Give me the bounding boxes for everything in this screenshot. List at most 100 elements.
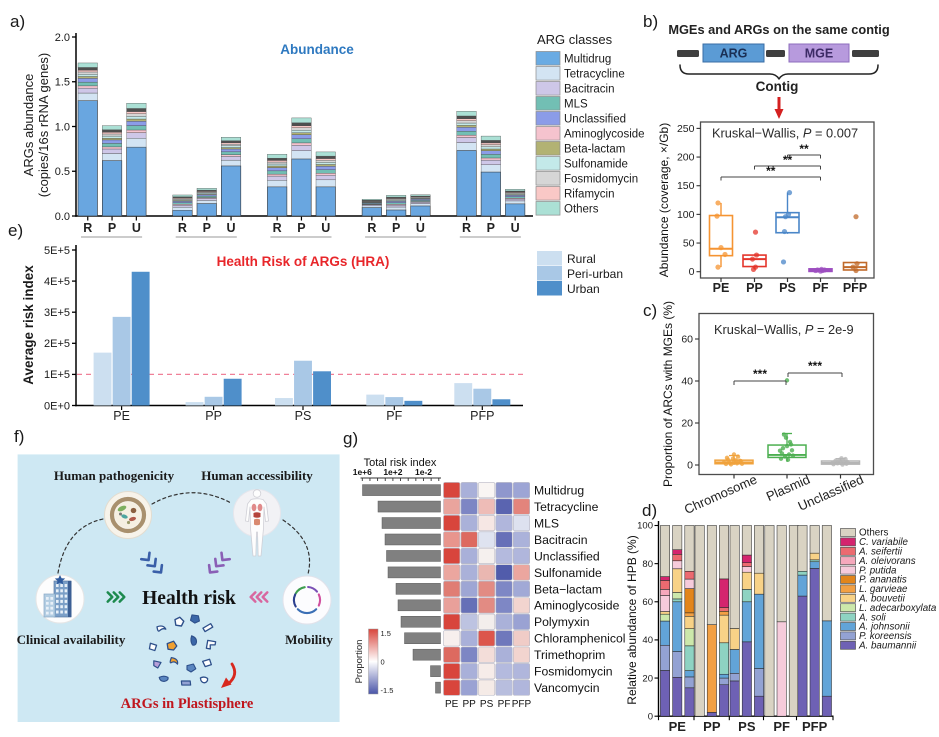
svg-text:ARG classes: ARG classes xyxy=(537,32,613,47)
svg-text:Aminoglycoside: Aminoglycoside xyxy=(534,599,620,613)
svg-text:Sulfonamide: Sulfonamide xyxy=(564,159,628,171)
svg-text:Unclassified: Unclassified xyxy=(564,114,626,126)
svg-text:Multidrug: Multidrug xyxy=(564,54,611,66)
svg-text:50: 50 xyxy=(683,238,695,250)
svg-text:1e-2: 1e-2 xyxy=(415,467,432,477)
svg-text:Relative abundance of HPB (%): Relative abundance of HPB (%) xyxy=(625,535,639,704)
svg-text:MGEs and ARGs on the same cont: MGEs and ARGs on the same contig xyxy=(668,22,889,37)
svg-text:Contig: Contig xyxy=(756,79,799,94)
svg-text:PFP: PFP xyxy=(802,719,828,734)
svg-text:PFP: PFP xyxy=(843,281,867,295)
svg-text:Multidrug: Multidrug xyxy=(534,484,584,498)
svg-text:P: P xyxy=(203,221,211,235)
svg-text:a): a) xyxy=(10,12,25,31)
svg-text:f): f) xyxy=(14,427,24,446)
svg-text:Mobility: Mobility xyxy=(285,632,333,647)
svg-text:P: P xyxy=(108,221,116,235)
svg-text:Chloramphenicol: Chloramphenicol xyxy=(534,632,625,646)
svg-text:U: U xyxy=(321,221,330,235)
svg-text:Trimethoprim: Trimethoprim xyxy=(534,648,605,662)
svg-text:Tetracycline: Tetracycline xyxy=(534,500,599,514)
svg-text:Proportion of ARCs with MGEs (: Proportion of ARCs with MGEs (%) xyxy=(661,301,675,487)
svg-text:Health risk: Health risk xyxy=(142,588,236,609)
svg-text:Polymyxin: Polymyxin xyxy=(534,615,590,629)
svg-text:**: ** xyxy=(783,153,793,167)
svg-text:ARGs abundance: ARGs abundance xyxy=(21,74,36,177)
svg-text:P: P xyxy=(297,221,305,235)
svg-text:1.0: 1.0 xyxy=(55,121,70,133)
svg-text:Abundance (coverage, ×/Gb): Abundance (coverage, ×/Gb) xyxy=(657,123,671,277)
svg-text:150: 150 xyxy=(677,180,695,192)
svg-text:200: 200 xyxy=(677,152,695,164)
svg-text:Peri-urban: Peri-urban xyxy=(567,267,623,281)
svg-text:PP: PP xyxy=(205,409,222,423)
svg-text:Average risk index: Average risk index xyxy=(21,265,36,385)
svg-text:PFP: PFP xyxy=(512,699,532,710)
svg-text:L. garvieae: L. garvieae xyxy=(859,584,908,595)
svg-text:P: P xyxy=(392,221,400,235)
svg-text:0: 0 xyxy=(689,266,695,278)
svg-text:P: P xyxy=(487,221,495,235)
svg-text:L. adecarboxylata: L. adecarboxylata xyxy=(859,603,937,614)
svg-text:Abundance: Abundance xyxy=(280,42,354,57)
svg-text:A. johnsonii: A. johnsonii xyxy=(858,622,910,633)
svg-text:c): c) xyxy=(643,301,657,320)
svg-text:20: 20 xyxy=(681,418,693,430)
svg-text:Bacitracin: Bacitracin xyxy=(534,533,588,547)
svg-text:PE: PE xyxy=(669,719,687,734)
svg-text:MGE: MGE xyxy=(805,47,833,61)
svg-text:ARG: ARG xyxy=(720,47,748,61)
svg-text:PP: PP xyxy=(462,699,476,710)
svg-text:250: 250 xyxy=(677,123,695,135)
svg-text:Human accessibility: Human accessibility xyxy=(201,468,313,483)
svg-text:Rural: Rural xyxy=(567,252,596,266)
svg-text:C. variabile: C. variabile xyxy=(859,537,909,548)
svg-text:A. seifertii: A. seifertii xyxy=(858,547,903,558)
svg-text:PF: PF xyxy=(813,281,829,295)
svg-text:Urban: Urban xyxy=(567,282,600,296)
svg-text:2E+5: 2E+5 xyxy=(44,338,70,350)
svg-text:Chromosome: Chromosome xyxy=(682,472,759,517)
svg-text:U: U xyxy=(132,221,141,235)
svg-text:PF: PF xyxy=(386,409,402,423)
svg-text:PS: PS xyxy=(295,409,312,423)
svg-text:MLS: MLS xyxy=(534,516,559,530)
svg-text:0: 0 xyxy=(687,460,693,472)
svg-text:U: U xyxy=(416,221,425,235)
svg-text:P. ananatis: P. ananatis xyxy=(859,575,907,586)
svg-text:PF: PF xyxy=(498,699,511,710)
svg-text:Kruskal−Wallis, P = 2e-9: Kruskal−Wallis, P = 2e-9 xyxy=(714,322,854,337)
svg-text:40: 40 xyxy=(642,635,653,646)
svg-text:***: *** xyxy=(753,367,767,381)
svg-text:PE: PE xyxy=(713,281,730,295)
svg-text:U: U xyxy=(227,221,236,235)
svg-text:P. koreensis: P. koreensis xyxy=(859,631,912,642)
svg-text:2.0: 2.0 xyxy=(55,32,70,44)
svg-text:PS: PS xyxy=(480,699,494,710)
svg-text:0: 0 xyxy=(381,658,385,667)
svg-text:60: 60 xyxy=(681,334,693,346)
svg-text:0.5: 0.5 xyxy=(55,166,70,178)
svg-text:Fosmidomycin: Fosmidomycin xyxy=(534,665,613,679)
svg-text:R: R xyxy=(462,221,471,235)
svg-text:PFP: PFP xyxy=(470,409,494,423)
svg-text:A. baumannii: A. baumannii xyxy=(858,641,917,652)
svg-text:0E+0: 0E+0 xyxy=(44,400,70,412)
svg-text:R: R xyxy=(273,221,282,235)
svg-text:Total risk index: Total risk index xyxy=(364,457,437,469)
svg-text:MLS: MLS xyxy=(564,99,588,111)
svg-text:R: R xyxy=(367,221,376,235)
svg-text:e): e) xyxy=(8,221,23,240)
svg-text:80: 80 xyxy=(642,559,653,570)
svg-text:Bacitracin: Bacitracin xyxy=(564,84,615,96)
svg-text:**: ** xyxy=(766,164,776,178)
svg-text:5E+5: 5E+5 xyxy=(44,245,70,257)
svg-text:Rifamycin: Rifamycin xyxy=(564,189,614,201)
svg-text:P. putida: P. putida xyxy=(859,565,897,576)
svg-text:Tetracycline: Tetracycline xyxy=(564,69,625,81)
svg-text:Others: Others xyxy=(859,528,889,539)
svg-text:U: U xyxy=(511,221,520,235)
svg-text:PF: PF xyxy=(773,719,790,734)
svg-text:A. oleivorans: A. oleivorans xyxy=(858,556,916,567)
svg-text:Human pathogenicity: Human pathogenicity xyxy=(54,468,175,483)
